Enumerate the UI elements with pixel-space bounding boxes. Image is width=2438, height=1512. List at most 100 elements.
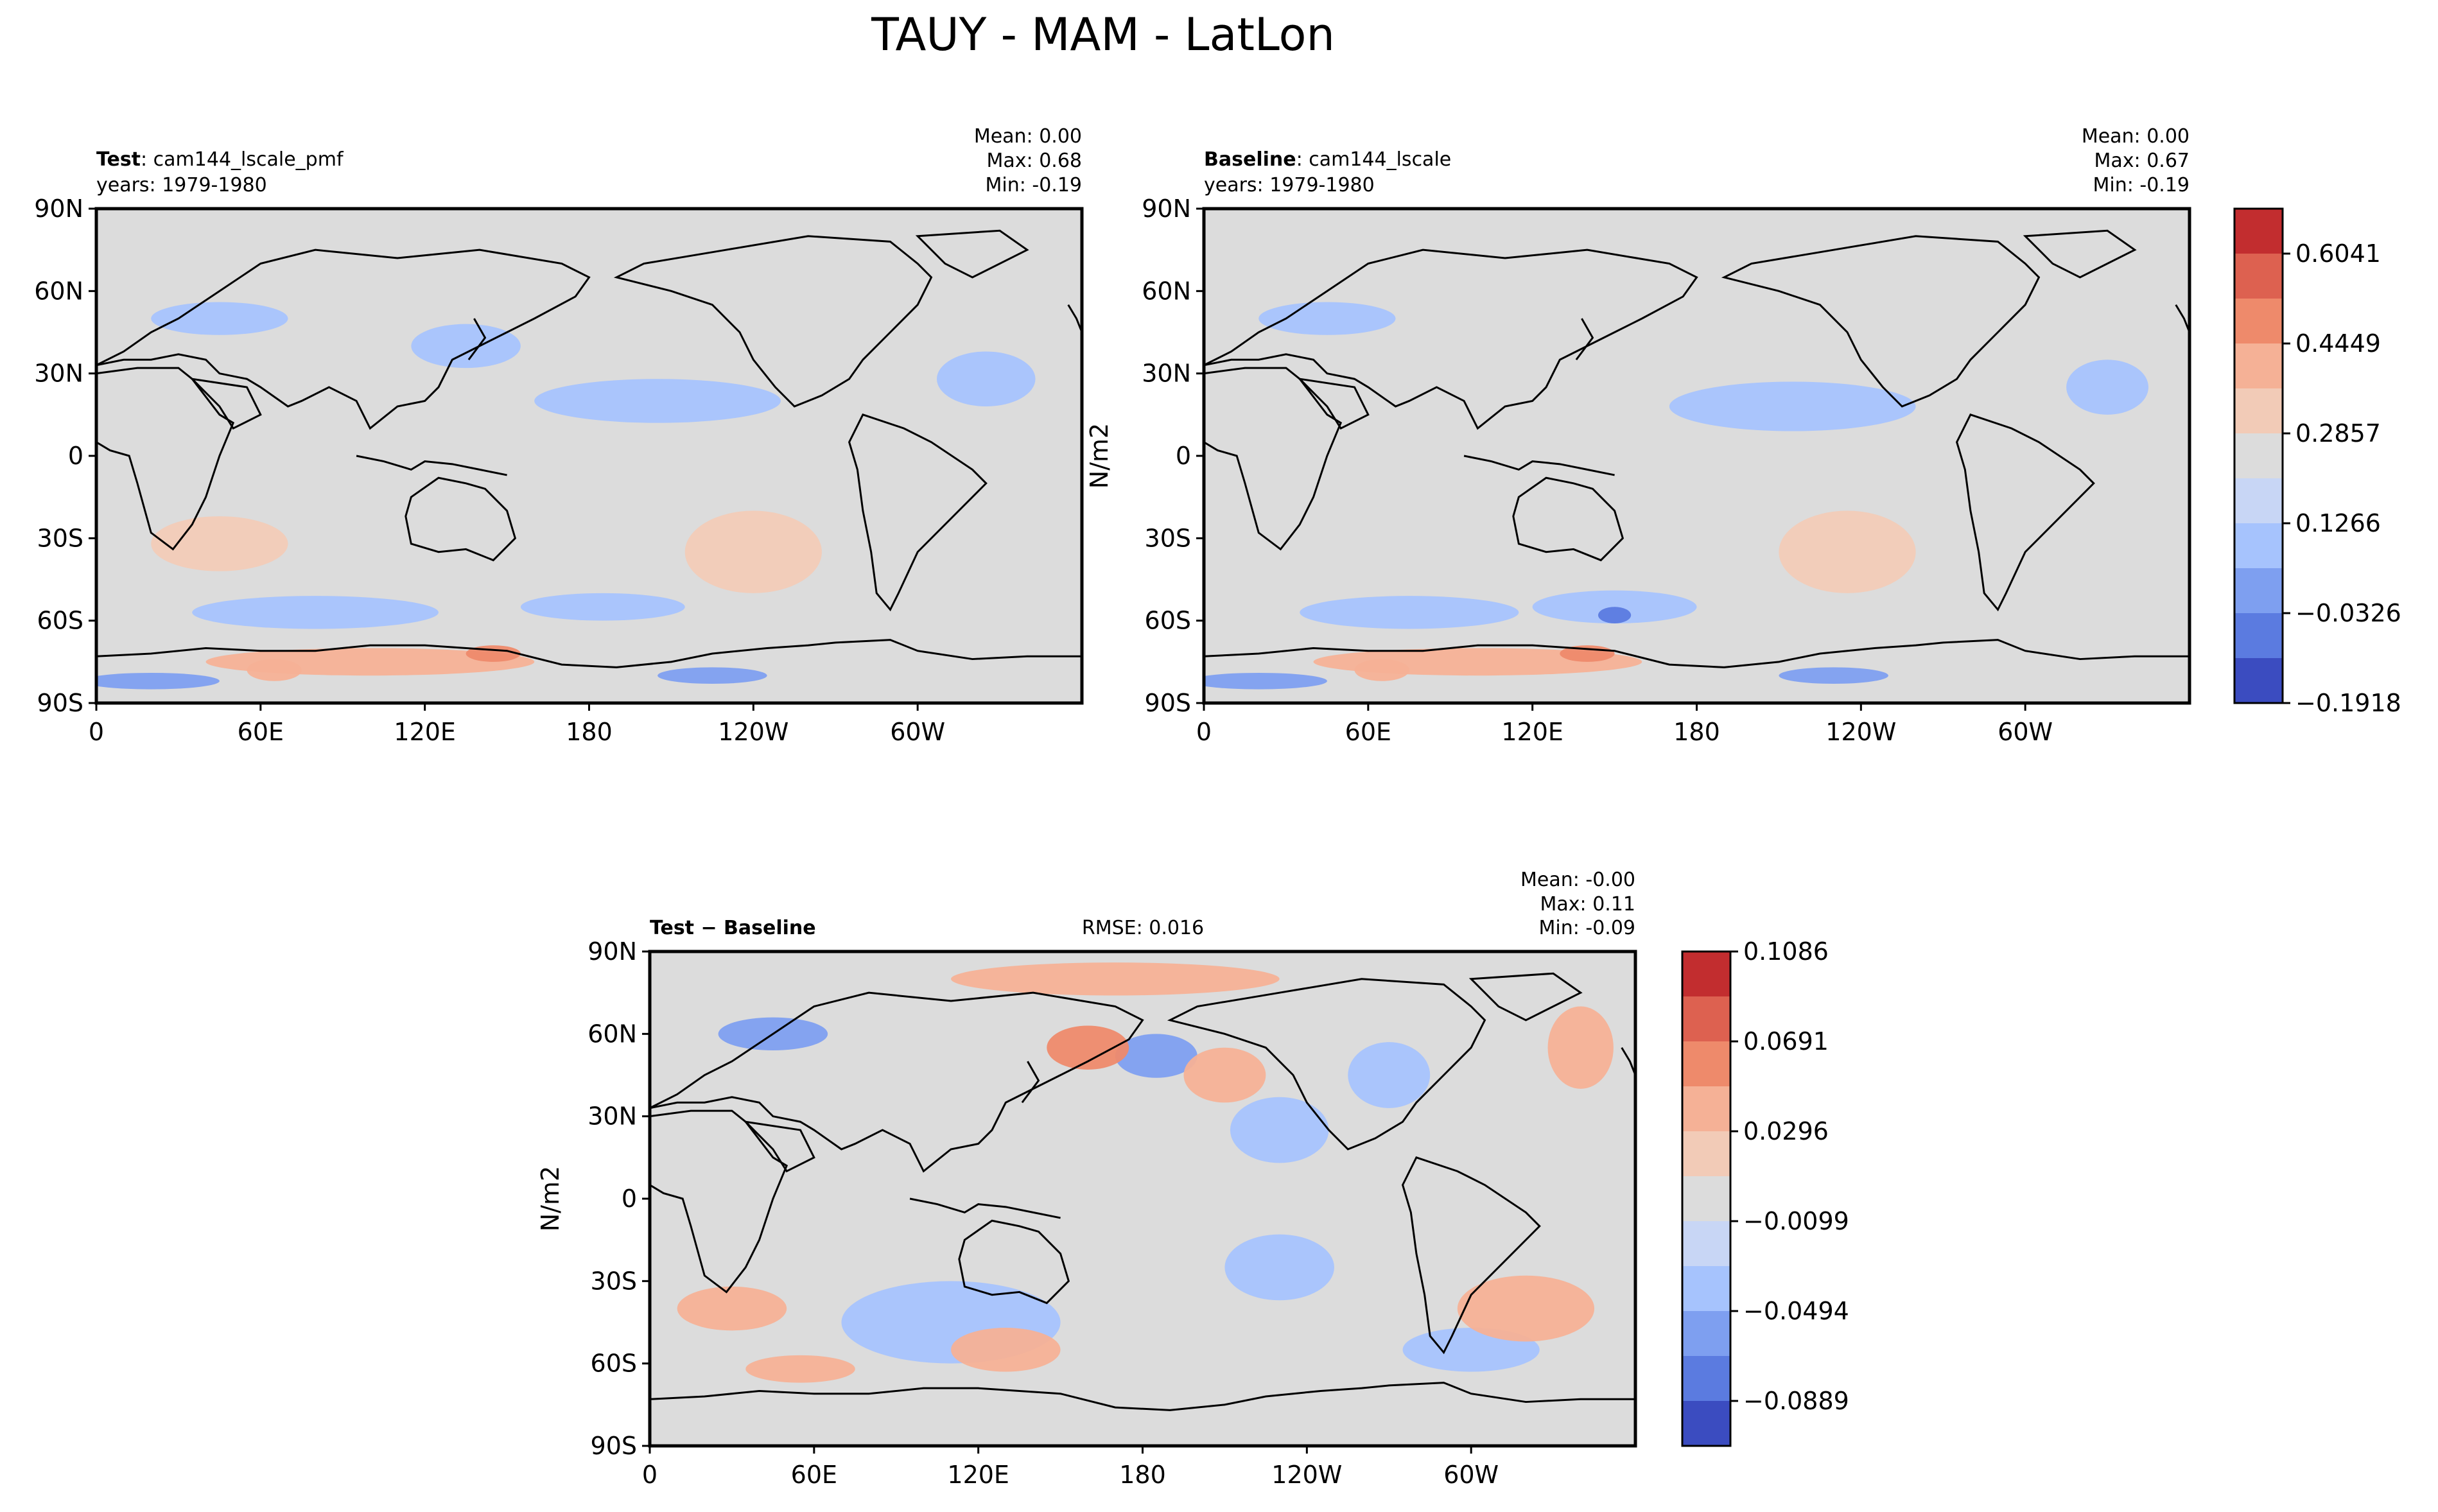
colorbar-segment: [1682, 952, 1730, 997]
baseline-label-rest: : cam144_lscale: [1296, 148, 1452, 171]
y-tick-label: 30S: [591, 1267, 637, 1295]
contour-region: [951, 962, 1280, 996]
panel-difference: Test − Baseline RMSE: 0.016 Mean: -0.00 …: [536, 869, 1849, 1489]
colorbar-tick-label: 0.0691: [1743, 1027, 1829, 1056]
x-tick-label: 0: [1196, 718, 1212, 746]
x-tick-label: 120W: [1271, 1461, 1342, 1489]
contour-region: [1457, 1275, 1595, 1342]
colorbar-segment: [2234, 478, 2283, 524]
colorbar-tick-label: 0.6041: [2295, 239, 2381, 268]
baseline-y-axis: 90N 60N 30N 0 30S 60S 90S: [1142, 195, 1204, 717]
baseline-map-area: [1204, 209, 2190, 703]
colorbar-segment: [2234, 388, 2283, 434]
colorbar-frame: [2233, 207, 2284, 704]
test-label: Test: cam144_lscale_pmf: [96, 148, 344, 171]
diff-map-area: [650, 952, 1635, 1446]
test-contour-layer: [96, 302, 1036, 690]
diff-stat-mean: Mean: -0.00: [1520, 869, 1635, 891]
x-tick-label: 60E: [1345, 718, 1391, 746]
test-stat-max: Max: 0.68: [987, 150, 1082, 172]
y-tick-label: 0: [1176, 442, 1191, 470]
test-x-axis: 0 60E 120E 180 120W 60W: [89, 703, 945, 746]
diff-y-axis: 90N 60N 30N 0 30S 60S 90S: [588, 937, 650, 1460]
panel-baseline: Baseline: cam144_lscale years: 1979-1980…: [1085, 125, 2401, 746]
baseline-label: Baseline: cam144_lscale: [1204, 148, 1451, 171]
baseline-stat-min: Min: -0.19: [2093, 174, 2190, 196]
panel-test: Test: cam144_lscale_pmf years: 1979-1980…: [34, 125, 1084, 746]
diff-x-axis: 0 60E 120E 180 120W 60W: [642, 1446, 1499, 1489]
y-tick-label: 90N: [1142, 195, 1191, 223]
colorbar-tick-label: 0.1266: [2295, 509, 2381, 537]
contour-region: [2066, 360, 2149, 415]
x-tick-label: 60W: [1443, 1461, 1499, 1489]
contour-region: [937, 351, 1036, 406]
colorbar-segment: [1682, 1041, 1730, 1087]
test-years: years: 1979-1980: [96, 174, 267, 196]
contour-region: [677, 1286, 787, 1331]
contour-region: [1348, 1042, 1431, 1108]
x-tick-label: 120E: [947, 1461, 1009, 1489]
contour-region: [657, 667, 767, 684]
contour-region: [1204, 672, 1327, 690]
diff-stat-max: Max: 0.11: [1540, 893, 1635, 916]
colorbar-tick-label: 0.4449: [2295, 329, 2381, 358]
y-tick-label: 30N: [588, 1102, 637, 1131]
baseline-map-bg: [1204, 209, 2190, 703]
colorbar-tick-label: −0.0326: [2295, 599, 2401, 627]
x-tick-label: 180: [1119, 1461, 1166, 1489]
x-tick-label: 0: [89, 718, 104, 746]
contour-region: [745, 1355, 855, 1383]
y-tick-label: 90S: [1145, 689, 1191, 717]
y-tick-label: 90N: [588, 937, 637, 966]
x-tick-label: 0: [642, 1461, 657, 1489]
baseline-x-axis: 0 60E 120E 180 120W 60W: [1196, 703, 2053, 746]
y-tick-label: 60N: [34, 277, 83, 305]
test-stat-min: Min: -0.19: [986, 174, 1083, 196]
diff-rmse: RMSE: 0.016: [1082, 917, 1204, 939]
baseline-label-bold: Baseline: [1204, 148, 1296, 171]
contour-region: [1354, 659, 1409, 681]
baseline-contour-layer: [1204, 302, 2149, 690]
y-tick-label: 60S: [591, 1350, 637, 1378]
x-tick-label: 120E: [394, 718, 456, 746]
contour-region: [1547, 1006, 1614, 1089]
test-stat-mean: Mean: 0.00: [974, 125, 1082, 148]
contour-region: [1532, 590, 1697, 623]
test-map-bg: [96, 209, 1082, 703]
colorbar-tick-label: 0.1086: [1743, 937, 1829, 966]
test-label-rest: : cam144_lscale_pmf: [141, 148, 344, 171]
colorbar-tick-label: −0.1918: [2295, 689, 2401, 717]
y-tick-label: 90N: [34, 195, 83, 223]
diff-stat-min: Min: -0.09: [1539, 917, 1636, 939]
contour-region: [1598, 607, 1632, 623]
contour-region: [411, 324, 521, 369]
colorbar-segment: [1682, 1266, 1730, 1312]
baseline-stat-mean: Mean: 0.00: [2082, 125, 2190, 148]
baseline-years: years: 1979-1980: [1204, 174, 1375, 196]
y-tick-label: 90S: [37, 689, 83, 717]
contour-region: [96, 672, 220, 690]
contour-region: [192, 596, 439, 629]
colorbar-segment: [2234, 254, 2283, 299]
colorbar-main: 0.6041 0.4449 0.2857 0.1266 −0.0326 −0.1918: [2233, 207, 2401, 717]
contour-region: [247, 659, 302, 681]
contour-region: [1258, 302, 1396, 335]
contour-region: [1224, 1234, 1334, 1301]
baseline-ylabel: N/m2: [1085, 423, 1113, 489]
contour-region: [520, 593, 685, 621]
colorbar-segment: [1682, 996, 1730, 1042]
colorbar-segment: [1682, 1086, 1730, 1132]
colorbar-tick-label: −0.0494: [1743, 1297, 1849, 1325]
colorbar-segment: [2234, 433, 2283, 479]
x-tick-label: 120W: [1825, 718, 1896, 746]
y-tick-label: 30N: [34, 360, 83, 388]
y-tick-label: 0: [622, 1185, 637, 1213]
figure-title: TAUY - MAM - LatLon: [871, 8, 1335, 61]
contour-region: [151, 302, 288, 335]
colorbar-segment: [1682, 1356, 1730, 1402]
x-tick-label: 60E: [791, 1461, 837, 1489]
contour-region: [151, 516, 288, 571]
x-tick-label: 60W: [1998, 718, 2053, 746]
diff-label: Test − Baseline: [650, 917, 816, 939]
colorbar-tick-label: −0.0889: [1743, 1387, 1849, 1415]
